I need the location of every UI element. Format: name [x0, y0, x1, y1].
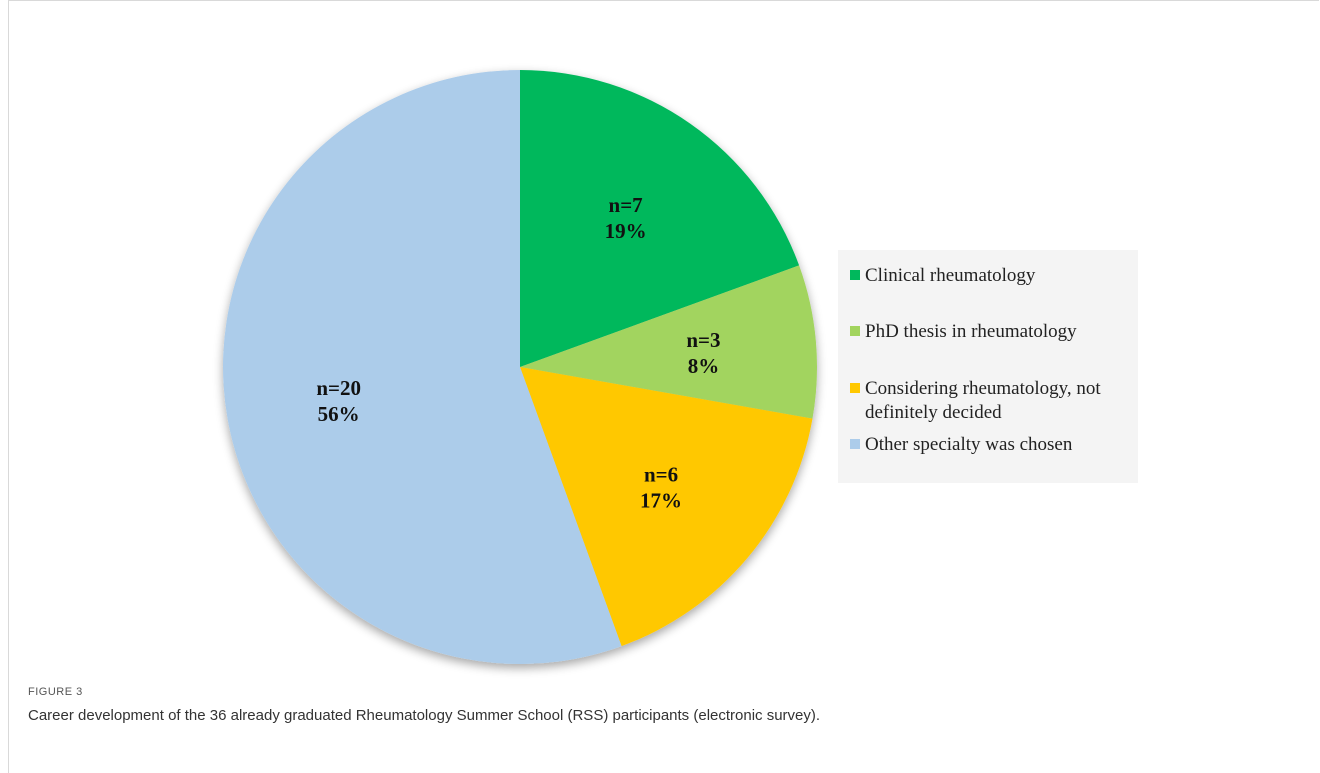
pie-slices: [222, 70, 817, 664]
pie-slice-phd: [520, 265, 817, 419]
slice-percent-label-other: 56%: [318, 402, 360, 426]
slice-count-label-phd: n=3: [686, 328, 720, 352]
pie-slice-considering: [520, 367, 813, 647]
legend-swatch-phd: [850, 326, 860, 336]
legend-label: Clinical rheumatology: [865, 265, 1036, 286]
slice-count-label-other: n=20: [316, 376, 361, 400]
slice-percent-label-phd: 8%: [688, 354, 720, 378]
legend-item-phd-thesis: PhD thesis in rheumatology: [850, 320, 1077, 344]
slice-percent-label-clinical: 19%: [605, 219, 647, 243]
slice-count-label-considering: n=6: [644, 462, 678, 486]
legend-swatch-considering: [850, 383, 860, 393]
pie-slice-clinical: [520, 70, 800, 367]
legend-swatch-clinical: [850, 270, 860, 280]
legend-item-clinical-rheumatology: Clinical rheumatology: [850, 264, 1035, 288]
figure-frame: [8, 0, 1319, 773]
legend: Clinical rheumatology PhD thesis in rheu…: [838, 250, 1138, 483]
legend-item-other-specialty: Other specialty was chosen: [850, 433, 1072, 457]
figure-caption: Career development of the 36 already gra…: [28, 707, 821, 724]
legend-swatch-other: [850, 439, 860, 449]
pie-slice-other: [222, 70, 622, 664]
legend-label: Considering rheumatology, not definitely…: [865, 378, 1101, 423]
legend-label: PhD thesis in rheumatology: [865, 321, 1077, 342]
legend-item-considering-rheumatology: Considering rheumatology, not definitely…: [850, 377, 1101, 425]
slice-count-label-clinical: n=7: [609, 193, 643, 217]
slice-percent-label-considering: 17%: [640, 488, 682, 512]
figure-label: FIGURE 3: [28, 686, 83, 698]
legend-label: Other specialty was chosen: [865, 434, 1073, 455]
